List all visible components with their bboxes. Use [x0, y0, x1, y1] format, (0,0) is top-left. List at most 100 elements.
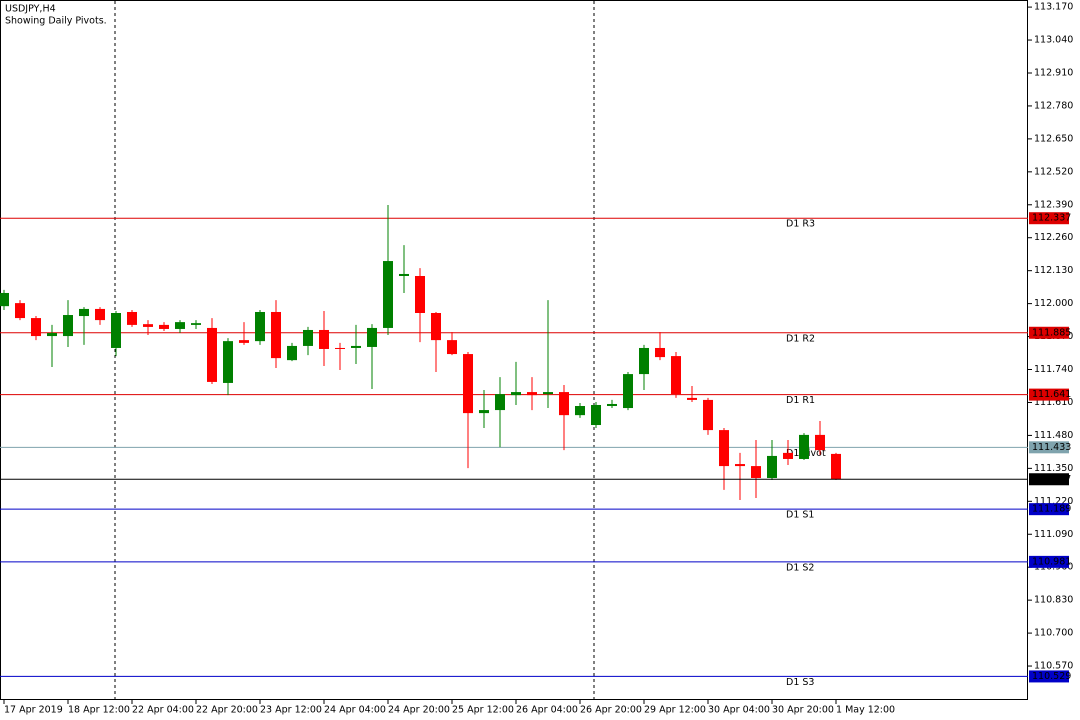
price-box: [1029, 441, 1069, 454]
price-box-label: 111.189: [1032, 504, 1071, 515]
pivot-label: D1 R3: [786, 219, 815, 230]
chart-title: USDJPY,H4: [5, 4, 56, 15]
x-tick-label: 24 Apr 04:00: [324, 705, 386, 716]
candle-body: [751, 466, 761, 478]
candle-body: [767, 455, 777, 478]
x-tick-label: 22 Apr 04:00: [132, 705, 194, 716]
candle-body: [495, 394, 505, 411]
candle-body: [511, 392, 521, 396]
y-tick-label: 112.260: [1034, 232, 1073, 243]
candle-body: [95, 308, 105, 321]
candle-body: [447, 340, 457, 355]
candle-body: [175, 322, 185, 329]
candle-body: [127, 311, 137, 325]
candle-body: [591, 404, 601, 426]
x-tick-label: 17 Apr 2019: [4, 705, 63, 716]
candle-body: [0, 292, 9, 307]
candle-body: [719, 430, 729, 467]
plot-frame: [0, 0, 1028, 700]
candle-body: [287, 345, 297, 361]
y-tick-label: 111.740: [1034, 364, 1073, 375]
price-box: [1029, 388, 1069, 401]
candle-body: [783, 452, 793, 459]
price-box-label: 112.337: [1032, 213, 1071, 224]
x-tick-label: 25 Apr 12:00: [452, 705, 514, 716]
candle-body: [559, 392, 569, 416]
price-box-label: 110.981: [1032, 556, 1071, 567]
price-box-label: 111.885: [1032, 327, 1071, 338]
x-tick-label: 26 Apr 04:00: [516, 705, 578, 716]
price-box-label: 111.433: [1032, 442, 1071, 453]
price-box-label: 111.307: [1032, 474, 1071, 485]
candle-body: [479, 410, 489, 414]
y-tick-label: 111.090: [1034, 529, 1073, 540]
candle-body: [735, 464, 745, 467]
pivot-label: D1 S3: [786, 677, 814, 688]
pivot-label: D1 S1: [786, 510, 814, 521]
candle-body: [527, 392, 537, 396]
candle-body: [575, 406, 585, 416]
price-box: [1029, 555, 1069, 568]
candle-body: [623, 374, 633, 409]
x-tick-label: 22 Apr 20:00: [196, 705, 258, 716]
price-box: [1029, 473, 1069, 486]
y-tick-label: 112.000: [1034, 298, 1073, 309]
candle-body: [31, 318, 41, 337]
candle-body: [687, 397, 697, 400]
candle-body: [399, 273, 409, 276]
candle-body: [799, 434, 809, 459]
candle-body: [431, 312, 441, 341]
x-tick-label: 29 Apr 12:00: [644, 705, 706, 716]
candle-body: [607, 403, 617, 407]
price-box: [1029, 212, 1069, 225]
y-tick-label: 110.830: [1034, 595, 1073, 606]
candle-body: [703, 399, 713, 431]
candle-body: [351, 345, 361, 348]
y-tick-label: 112.910: [1034, 67, 1073, 78]
y-tick-label: 112.650: [1034, 133, 1073, 144]
price-box-label: 110.529: [1032, 671, 1071, 682]
x-tick-label: 30 Apr 04:00: [708, 705, 770, 716]
candle-body: [335, 347, 345, 349]
price-box: [1029, 670, 1069, 683]
candle-body: [239, 340, 249, 343]
y-tick-label: 110.700: [1034, 628, 1073, 639]
x-tick-label: 26 Apr 20:00: [580, 705, 642, 716]
y-tick-label: 112.780: [1034, 100, 1073, 111]
pivot-label: D1 S2: [786, 562, 814, 573]
candle-body: [815, 434, 825, 451]
candle-body: [207, 327, 217, 382]
candle-body: [143, 324, 153, 327]
price-box-label: 111.641: [1032, 389, 1071, 400]
pivot-label: D1 R1: [786, 395, 815, 406]
candle-body: [655, 347, 665, 358]
x-tick-label: 1 May 12:00: [836, 705, 895, 716]
price-box: [1029, 326, 1069, 339]
y-tick-label: 112.130: [1034, 265, 1073, 276]
candle-body: [63, 315, 73, 337]
y-tick-label: 111.610: [1034, 397, 1073, 408]
y-tick-label: 111.220: [1034, 496, 1073, 507]
candle-body: [671, 356, 681, 395]
candle-body: [79, 308, 89, 317]
candle-body: [383, 261, 393, 328]
y-tick-label: 111.480: [1034, 430, 1073, 441]
x-tick-label: 24 Apr 20:00: [388, 705, 450, 716]
pivot-label: D1 R2: [786, 333, 815, 344]
y-tick-label: 112.520: [1034, 166, 1073, 177]
candle-body: [831, 453, 841, 480]
y-tick-label: 112.390: [1034, 199, 1073, 210]
candle-body: [15, 303, 25, 319]
candle-body: [47, 333, 57, 337]
x-tick-label: 23 Apr 12:00: [260, 705, 322, 716]
candle-body: [223, 341, 233, 383]
candle-body: [415, 275, 425, 313]
candle-body: [367, 327, 377, 347]
y-tick-label: 113.170: [1034, 2, 1073, 13]
candle-body: [255, 311, 265, 342]
candle-body: [111, 312, 121, 348]
x-tick-label: 30 Apr 20:00: [772, 705, 834, 716]
